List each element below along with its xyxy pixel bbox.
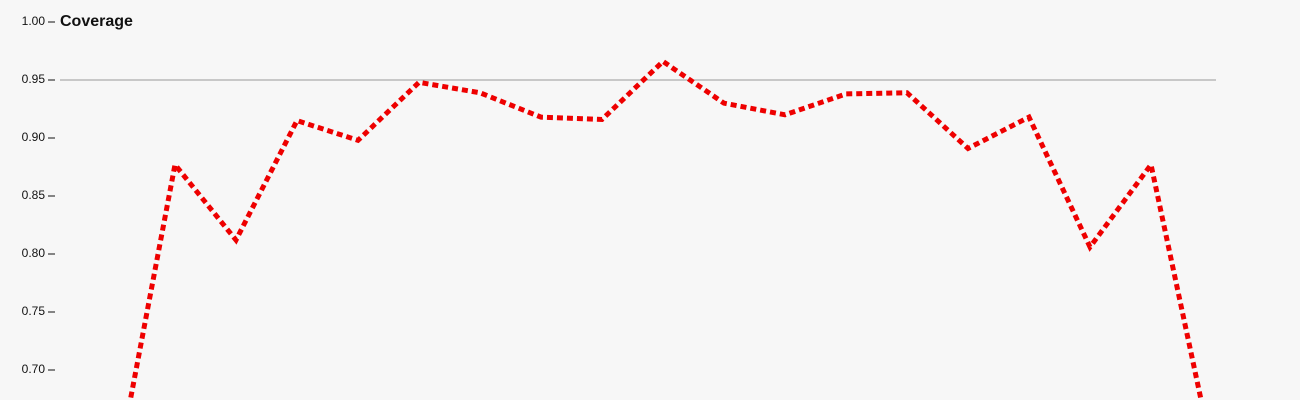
data-line [127, 58, 1204, 400]
y-tick-label: 0.80 [22, 246, 46, 260]
y-tick-label: 0.75 [22, 304, 46, 318]
y-tick-label: 0.90 [22, 130, 46, 144]
y-tick-label: 0.95 [22, 72, 46, 86]
y-tick-label: 0.70 [22, 362, 46, 376]
y-tick-label: 0.85 [22, 188, 46, 202]
y-tick-label: 1.00 [22, 14, 46, 28]
chart-title: Coverage [60, 13, 133, 30]
